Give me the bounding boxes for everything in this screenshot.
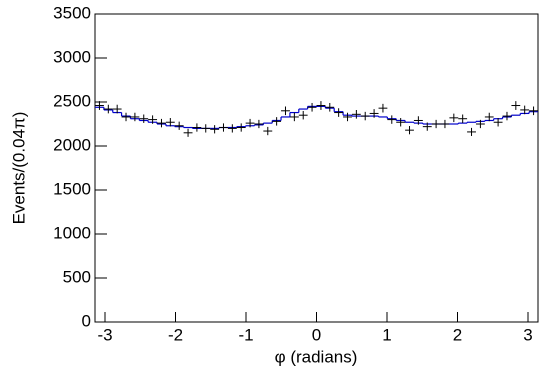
data-point bbox=[316, 101, 326, 110]
data-point bbox=[219, 123, 228, 132]
y-tick-label: 3500 bbox=[53, 3, 91, 22]
data-point bbox=[493, 118, 503, 127]
data-point bbox=[289, 112, 299, 122]
x-tick-label: 0 bbox=[312, 325, 321, 344]
frame bbox=[94, 13, 539, 323]
data-point bbox=[254, 119, 264, 129]
data-point bbox=[307, 102, 317, 112]
x-tick-label: -1 bbox=[238, 325, 253, 344]
data-point bbox=[449, 113, 459, 123]
data-point bbox=[130, 112, 140, 122]
x-tick-label: 2 bbox=[453, 325, 462, 344]
data-point bbox=[112, 104, 122, 114]
data-point bbox=[210, 125, 220, 134]
data-point bbox=[157, 118, 166, 128]
data-point bbox=[245, 118, 255, 128]
data-point bbox=[334, 108, 344, 117]
data-point bbox=[174, 121, 184, 130]
x-tick-label: -3 bbox=[97, 325, 112, 344]
y-tick-label: 500 bbox=[63, 267, 91, 286]
data-point bbox=[396, 118, 406, 127]
y-tick-label: 3000 bbox=[53, 47, 91, 66]
y-tick-label: 1000 bbox=[53, 223, 91, 242]
data-point bbox=[413, 116, 423, 125]
data-point bbox=[298, 110, 308, 120]
y-tick-label: 2500 bbox=[53, 91, 91, 110]
data-point bbox=[343, 112, 352, 122]
data-point bbox=[405, 126, 414, 135]
data-point bbox=[201, 124, 211, 133]
data-point bbox=[103, 104, 113, 114]
data-point bbox=[325, 102, 335, 112]
data-point bbox=[369, 109, 379, 118]
data-point bbox=[272, 117, 282, 126]
data-point bbox=[121, 112, 131, 122]
data-point bbox=[165, 118, 175, 127]
data-point bbox=[440, 119, 450, 129]
data-point bbox=[192, 123, 202, 132]
data-point bbox=[139, 114, 149, 123]
data-point bbox=[529, 106, 538, 116]
data-point bbox=[236, 123, 246, 132]
data-point bbox=[360, 111, 370, 121]
x-tick-label: 3 bbox=[523, 325, 532, 344]
data-point bbox=[95, 101, 104, 110]
x-tick-label: -2 bbox=[168, 325, 183, 344]
data-point bbox=[520, 105, 530, 115]
data-point bbox=[422, 122, 432, 131]
data-point bbox=[227, 124, 237, 133]
data-point bbox=[511, 101, 521, 110]
data-point bbox=[484, 112, 494, 122]
data-point bbox=[263, 126, 273, 136]
y-axis-label: Events/(0.04π) bbox=[9, 112, 28, 225]
data-point bbox=[351, 110, 361, 119]
y-tick-label: 1500 bbox=[53, 179, 91, 198]
data-point bbox=[467, 127, 476, 136]
data-point bbox=[458, 114, 468, 123]
y-tick-label: 2000 bbox=[53, 135, 91, 154]
data-point bbox=[378, 103, 388, 113]
data-point bbox=[387, 115, 397, 124]
data-point bbox=[148, 115, 158, 124]
data-point bbox=[475, 119, 485, 129]
y-tick-label: 0 bbox=[82, 311, 91, 330]
x-axis-label: φ (radians) bbox=[275, 347, 358, 366]
data-point bbox=[183, 128, 193, 137]
data-point bbox=[502, 111, 512, 121]
x-tick-label: 1 bbox=[382, 325, 391, 344]
data-point bbox=[431, 119, 441, 129]
data-point bbox=[281, 106, 290, 116]
